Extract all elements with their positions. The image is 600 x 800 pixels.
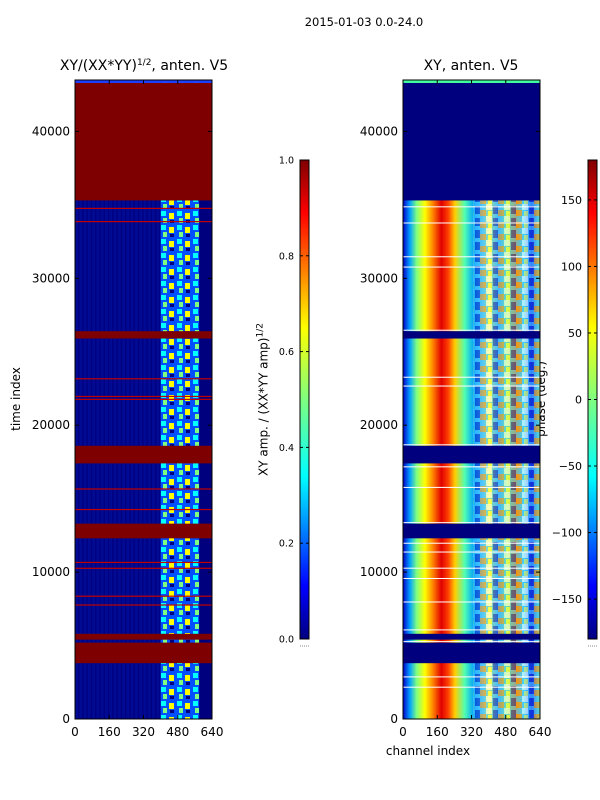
- y-tick-label: 10000: [32, 565, 70, 579]
- x-tick-label: 480: [166, 725, 189, 739]
- y-tick-label: 40000: [32, 124, 70, 138]
- amp-flag-line: [75, 567, 212, 569]
- colorbar-tick-label: 0.0: [279, 635, 294, 646]
- colorbar-tick-label: −50: [559, 460, 582, 473]
- phase-separator-line: [403, 486, 540, 488]
- amp-saturated-band: [75, 445, 212, 464]
- phase-separator-line: [403, 641, 540, 643]
- colorbar-tick-label: −150: [552, 593, 582, 606]
- colorbar-0: [299, 159, 310, 640]
- amp-flag-line: [75, 395, 212, 398]
- phase-separator-line: [403, 266, 540, 268]
- right-panel-title: XY, anten. V5: [423, 58, 519, 74]
- phase-separator-line: [403, 601, 540, 603]
- phase-separator-line: [403, 385, 540, 387]
- colorbar-tick-label: 150: [561, 194, 582, 207]
- right-x-axis-label: channel index: [385, 744, 471, 758]
- y-tick-label: 20000: [32, 418, 70, 432]
- phase-separator-line: [403, 551, 540, 553]
- colorbar-tick-label: −100: [552, 527, 582, 540]
- phase-separator-line: [403, 466, 540, 468]
- phase-separator-line: [403, 376, 540, 378]
- phase-blank-band: [403, 633, 540, 640]
- y-tick-label: 30000: [32, 271, 70, 285]
- phase-blank-band: [403, 642, 540, 664]
- y-tick-label: 20000: [360, 418, 398, 432]
- x-tick-label: 480: [494, 725, 517, 739]
- x-tick-label: 160: [98, 725, 121, 739]
- colorbar-tick-label: 0.6: [279, 347, 294, 358]
- right-phase-heatmap: [403, 80, 540, 719]
- amp-flag-line: [75, 604, 212, 606]
- colorbar-tick-label: 0: [575, 394, 582, 407]
- left-panel-title: XY/(XX*YY)1/2, anten. V5: [59, 58, 229, 74]
- phase-blank-band: [403, 82, 540, 201]
- amp-flag-line: [75, 207, 212, 209]
- amp-flag-line: [75, 488, 212, 490]
- figure-suptitle: 2015-01-03 0.0-24.0: [304, 15, 424, 29]
- phase-separator-line: [403, 577, 540, 579]
- phase-separator-line: [403, 329, 540, 331]
- phase-separator-line: [403, 222, 540, 224]
- y-tick-label: 10000: [360, 565, 398, 579]
- amp-flag-line: [75, 398, 212, 400]
- amp-saturated-band: [75, 633, 212, 640]
- colorbars: 0.0 0.2 0.4 0.6 0.8 1.0 150 100 50 0 −50 −100 −150: [279, 156, 598, 647]
- phase-separator-line: [403, 567, 540, 569]
- phase-separator-line: [403, 686, 540, 688]
- colorbar-tick-label: 0.8: [279, 251, 294, 262]
- phase-separator-line: [403, 542, 540, 544]
- phase-separator-line: [403, 444, 540, 446]
- phase-separator-line: [403, 206, 540, 208]
- y-tick-label: 0: [390, 712, 398, 726]
- amp-flag-line: [75, 561, 212, 564]
- x-tick-label: 320: [132, 725, 155, 739]
- amp-saturated-band: [75, 331, 212, 339]
- x-tick-label: 640: [529, 725, 552, 739]
- phase-separator-line: [403, 522, 540, 524]
- x-tick-label: 320: [460, 725, 483, 739]
- colorbar-tick-label: 0.2: [279, 539, 294, 550]
- x-tick-label: 160: [426, 725, 449, 739]
- colorbar-tick-label: 100: [561, 260, 582, 273]
- phase-separator-line: [403, 256, 540, 258]
- left-amplitude-heatmap: [75, 80, 212, 719]
- amp-flag-line: [75, 508, 212, 511]
- phase-blank-band: [403, 445, 540, 464]
- axes-layer: 0 160 320 480 640 0 10000 20000 30000 40000 0 160 32…: [32, 79, 552, 739]
- x-tick-label: 640: [201, 725, 224, 739]
- y-tick-label: 30000: [360, 271, 398, 285]
- amp-flag-line: [75, 378, 212, 380]
- y-tick-label: 0: [62, 712, 70, 726]
- amp-flag-line: [75, 595, 212, 597]
- y-tick-label: 40000: [360, 124, 398, 138]
- x-tick-label: 0: [399, 725, 407, 739]
- phase-blank-band: [403, 331, 540, 339]
- amp-flag-line: [75, 221, 212, 223]
- phase-separator-line: [403, 629, 540, 631]
- phase-separator-line: [403, 676, 540, 678]
- amp-saturated-band: [75, 642, 212, 664]
- colorbar-tick-label: 50: [568, 327, 582, 340]
- colorbar-tick-label: 1.0: [279, 156, 294, 167]
- phase-blank-band: [403, 523, 540, 539]
- amp-saturated-band: [75, 523, 212, 539]
- amp-saturated-band: [75, 82, 212, 201]
- x-tick-label: 0: [71, 725, 79, 739]
- colorbar-tick-label: 0.4: [279, 443, 294, 454]
